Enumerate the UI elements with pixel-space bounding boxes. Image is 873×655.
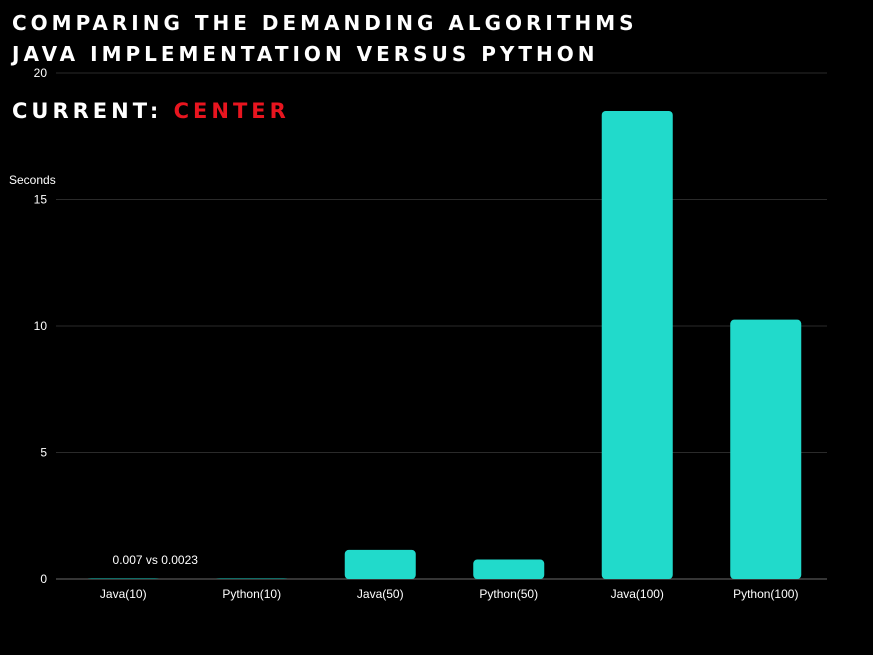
- y-tick-label: 0: [40, 572, 47, 586]
- x-tick-label: Python(10): [222, 587, 281, 601]
- y-tick-label: 10: [34, 319, 48, 333]
- bar[interactable]: [601, 110, 673, 579]
- bar[interactable]: [344, 549, 416, 579]
- y-axis-label: Seconds: [9, 173, 56, 187]
- x-tick-label: Python(100): [733, 587, 798, 601]
- y-tick-label: 15: [34, 193, 48, 207]
- chart-title: COMPARING THE DEMANDING ALGORITHMS JAVA …: [12, 8, 638, 70]
- bar[interactable]: [87, 578, 159, 580]
- bar[interactable]: [473, 559, 545, 579]
- x-tick-label: Python(50): [479, 587, 538, 601]
- bar[interactable]: [216, 578, 288, 580]
- x-tick-label: Java(10): [100, 587, 147, 601]
- title-line-2: JAVA IMPLEMENTATION VERSUS PYTHON: [12, 42, 599, 66]
- x-tick-label: Java(100): [611, 587, 664, 601]
- x-tick-label: Java(50): [357, 587, 404, 601]
- y-tick-label: 20: [34, 66, 48, 80]
- data-annotation: 0.007 vs 0.0023: [113, 553, 199, 567]
- current-label: CURRENT:: [12, 99, 163, 123]
- current-selection: CURRENT: CENTER: [12, 99, 290, 123]
- bar[interactable]: [730, 319, 802, 579]
- current-value: CENTER: [173, 99, 290, 123]
- title-line-1: COMPARING THE DEMANDING ALGORITHMS: [12, 11, 638, 35]
- y-tick-label: 5: [40, 446, 47, 460]
